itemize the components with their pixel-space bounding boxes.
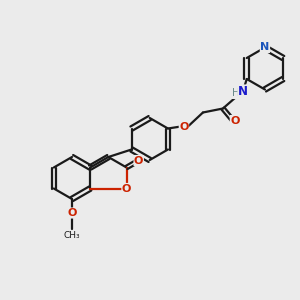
Text: O: O <box>134 155 143 166</box>
Text: O: O <box>230 116 240 125</box>
Text: H: H <box>232 88 240 98</box>
Text: N: N <box>238 85 248 98</box>
Text: O: O <box>179 122 189 131</box>
Text: O: O <box>122 184 131 194</box>
Text: CH₃: CH₃ <box>64 231 80 240</box>
Text: N: N <box>260 43 270 52</box>
Text: O: O <box>67 208 77 218</box>
